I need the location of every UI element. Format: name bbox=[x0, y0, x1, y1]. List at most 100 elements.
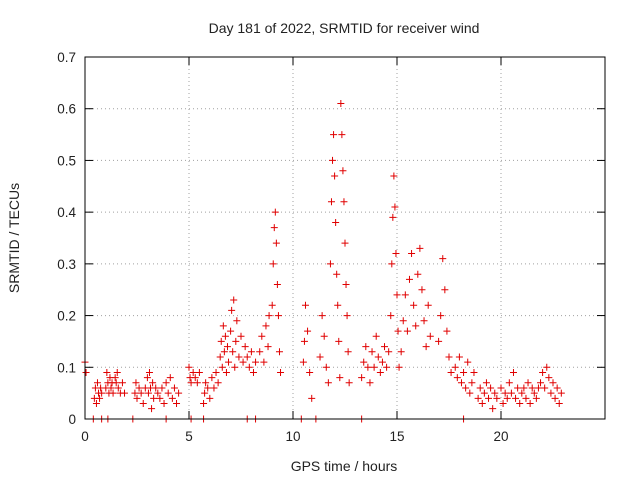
data-point bbox=[370, 363, 378, 371]
data-point bbox=[327, 198, 335, 206]
data-point bbox=[170, 384, 178, 392]
data-point bbox=[260, 358, 268, 366]
data-point bbox=[201, 389, 209, 397]
data-point bbox=[173, 399, 181, 407]
data-point bbox=[249, 368, 257, 376]
x-axis-label: GPS time / hours bbox=[291, 458, 398, 474]
data-point bbox=[320, 332, 328, 340]
data-point bbox=[118, 379, 126, 387]
data-point bbox=[520, 384, 528, 392]
data-point bbox=[331, 172, 339, 180]
data-point bbox=[482, 379, 490, 387]
data-point bbox=[399, 317, 407, 325]
data-point bbox=[408, 250, 416, 258]
data-point bbox=[341, 239, 349, 247]
data-point bbox=[366, 379, 374, 387]
data-point bbox=[216, 353, 224, 361]
data-point bbox=[223, 343, 231, 351]
data-point bbox=[316, 353, 324, 361]
data-point bbox=[364, 363, 372, 371]
data-point bbox=[326, 260, 334, 268]
data-point bbox=[300, 337, 308, 345]
data-point bbox=[332, 218, 340, 226]
data-point bbox=[109, 389, 117, 397]
data-point bbox=[362, 343, 370, 351]
data-point bbox=[395, 363, 403, 371]
data-point bbox=[466, 389, 474, 397]
data-point bbox=[272, 239, 280, 247]
data-point bbox=[376, 368, 384, 376]
data-point bbox=[337, 100, 345, 108]
data-point bbox=[107, 384, 115, 392]
data-point bbox=[516, 399, 524, 407]
data-point bbox=[489, 405, 497, 413]
data-point bbox=[340, 198, 348, 206]
data-point bbox=[187, 379, 195, 387]
data-point bbox=[534, 384, 542, 392]
data-point bbox=[206, 394, 214, 402]
data-point bbox=[545, 374, 553, 382]
data-point bbox=[114, 384, 122, 392]
data-point bbox=[447, 368, 455, 376]
data-point bbox=[547, 389, 555, 397]
data-point bbox=[220, 348, 228, 356]
data-point bbox=[217, 337, 225, 345]
data-point bbox=[318, 312, 326, 320]
x-tick-label: 15 bbox=[389, 429, 404, 444]
data-point bbox=[388, 260, 396, 268]
data-point bbox=[144, 389, 152, 397]
data-point bbox=[345, 379, 353, 387]
data-point bbox=[258, 332, 266, 340]
y-tick-label: 0.1 bbox=[57, 360, 76, 375]
data-point bbox=[156, 394, 164, 402]
data-point bbox=[308, 394, 316, 402]
data-point bbox=[265, 312, 273, 320]
data-point bbox=[131, 389, 139, 397]
data-point bbox=[301, 301, 309, 309]
data-point bbox=[503, 394, 511, 402]
data-point bbox=[381, 343, 389, 351]
data-point bbox=[485, 394, 493, 402]
data-point bbox=[392, 250, 400, 258]
data-point bbox=[374, 353, 382, 361]
data-point bbox=[112, 379, 120, 387]
data-point bbox=[210, 384, 218, 392]
data-point bbox=[470, 368, 478, 376]
data-point bbox=[460, 368, 468, 376]
data-point bbox=[113, 368, 121, 376]
data-point bbox=[453, 374, 461, 382]
data-point bbox=[338, 131, 346, 139]
data-point bbox=[193, 379, 201, 387]
data-point bbox=[262, 322, 270, 330]
data-point bbox=[507, 389, 515, 397]
data-point bbox=[202, 379, 210, 387]
data-point bbox=[539, 368, 547, 376]
data-point bbox=[418, 286, 426, 294]
data-points bbox=[81, 100, 565, 423]
data-point bbox=[385, 348, 393, 356]
data-point bbox=[195, 368, 203, 376]
data-point bbox=[468, 379, 476, 387]
data-point bbox=[233, 317, 241, 325]
data-point bbox=[394, 327, 402, 335]
data-point bbox=[214, 379, 222, 387]
data-point bbox=[229, 348, 237, 356]
data-point bbox=[514, 384, 522, 392]
y-axis-label: SRMTID / TECUs bbox=[6, 183, 22, 293]
data-point bbox=[208, 374, 216, 382]
data-point bbox=[439, 255, 447, 263]
data-point bbox=[389, 213, 397, 221]
data-point bbox=[264, 343, 272, 351]
data-point bbox=[306, 368, 314, 376]
data-point bbox=[397, 348, 405, 356]
data-point bbox=[252, 358, 260, 366]
data-point bbox=[551, 394, 559, 402]
data-point bbox=[333, 270, 341, 278]
data-point bbox=[228, 306, 236, 314]
data-point bbox=[530, 389, 538, 397]
data-point bbox=[518, 389, 526, 397]
data-point bbox=[557, 389, 565, 397]
data-point bbox=[390, 172, 398, 180]
data-point bbox=[555, 399, 563, 407]
data-point bbox=[368, 348, 376, 356]
